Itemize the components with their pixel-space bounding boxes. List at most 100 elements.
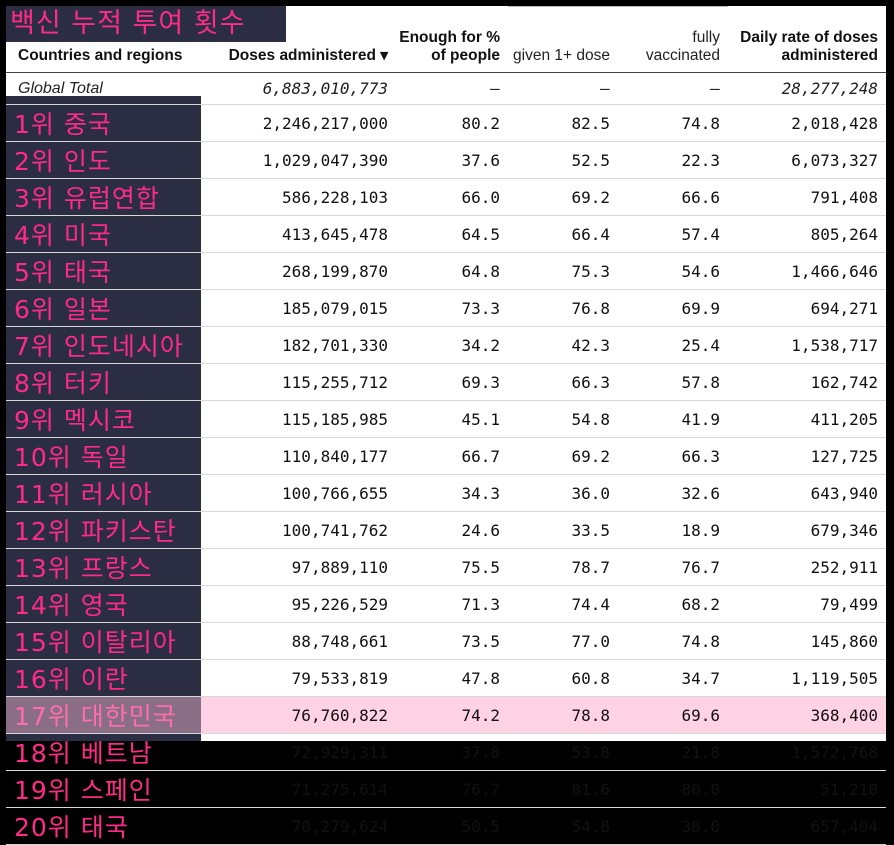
country-label: 17위 대한민국 bbox=[6, 696, 201, 735]
country-label: 12위 파키스탄 bbox=[6, 511, 201, 550]
given-cell: 69.2 bbox=[508, 178, 618, 217]
banner-title: 백신 누적 투여 횟수 bbox=[6, 6, 286, 42]
fully-cell: 69.9 bbox=[618, 289, 728, 328]
daily-cell: 1,119,505 bbox=[728, 659, 886, 698]
doses-cell: 71,275,614 bbox=[201, 770, 396, 809]
table-row: 2위 인도 1,029,047,390 37.6 52.5 22.3 6,073,327 bbox=[6, 141, 886, 180]
global-label: Global Total bbox=[6, 72, 201, 106]
header-daily[interactable]: Daily rate of doses administered bbox=[728, 6, 886, 73]
given-cell: 52.5 bbox=[508, 141, 618, 180]
table-row: 17위 대한민국 76,760,822 74.2 78.8 69.6 368,400 bbox=[6, 696, 886, 735]
doses-cell: 185,079,015 bbox=[201, 289, 396, 328]
daily-cell: 411,205 bbox=[728, 400, 886, 439]
doses-cell: 115,255,712 bbox=[201, 363, 396, 402]
table-row: 20위 태국 70,279,624 50.5 54.8 38.0 657,404 bbox=[6, 807, 886, 845]
enough-cell: 74.2 bbox=[396, 696, 508, 735]
daily-cell: 657,404 bbox=[728, 807, 886, 845]
country-label: 8위 터키 bbox=[6, 363, 201, 402]
header-fully[interactable]: fully vaccinated bbox=[618, 6, 728, 73]
given-cell: 42.3 bbox=[508, 326, 618, 365]
fully-cell: 41.9 bbox=[618, 400, 728, 439]
daily-cell: 79,499 bbox=[728, 585, 886, 624]
country-label: 20위 태국 bbox=[6, 807, 201, 845]
fully-cell: 22.3 bbox=[618, 141, 728, 180]
daily-cell: 679,346 bbox=[728, 511, 886, 550]
table-row: 11위 러시아 100,766,655 34.3 36.0 32.6 643,940 bbox=[6, 474, 886, 513]
daily-cell: 127,725 bbox=[728, 437, 886, 476]
fully-cell: 21.8 bbox=[618, 733, 728, 772]
table-row: 1위 중국 2,246,217,000 80.2 82.5 74.8 2,018,428 bbox=[6, 104, 886, 143]
fully-cell: 18.9 bbox=[618, 511, 728, 550]
global-enough: – bbox=[396, 72, 508, 106]
enough-cell: 80.2 bbox=[396, 104, 508, 143]
given-cell: 82.5 bbox=[508, 104, 618, 143]
enough-cell: 66.0 bbox=[396, 178, 508, 217]
country-label: 7위 인도네시아 bbox=[6, 326, 201, 365]
table-row: 7위 인도네시아 182,701,330 34.2 42.3 25.4 1,538,717 bbox=[6, 326, 886, 365]
fully-cell: 54.6 bbox=[618, 252, 728, 291]
header-enough[interactable]: Enough for % of people bbox=[396, 6, 508, 73]
table-row: 14위 영국 95,226,529 71.3 74.4 68.2 79,499 bbox=[6, 585, 886, 624]
given-cell: 81.6 bbox=[508, 770, 618, 809]
given-cell: 53.8 bbox=[508, 733, 618, 772]
given-cell: 77.0 bbox=[508, 622, 618, 661]
global-fully: – bbox=[618, 72, 728, 106]
doses-cell: 2,246,217,000 bbox=[201, 104, 396, 143]
table-row: 10위 독일 110,840,177 66.7 69.2 66.3 127,725 bbox=[6, 437, 886, 476]
enough-cell: 64.5 bbox=[396, 215, 508, 254]
given-cell: 78.7 bbox=[508, 548, 618, 587]
daily-cell: 51,210 bbox=[728, 770, 886, 809]
country-label: 3위 유럽연합 bbox=[6, 178, 201, 217]
table-row: 15위 이탈리아 88,748,661 73.5 77.0 74.8 145,860 bbox=[6, 622, 886, 661]
given-cell: 66.3 bbox=[508, 363, 618, 402]
given-cell: 60.8 bbox=[508, 659, 618, 698]
daily-cell: 643,940 bbox=[728, 474, 886, 513]
daily-cell: 145,860 bbox=[728, 622, 886, 661]
fully-cell: 25.4 bbox=[618, 326, 728, 365]
country-label: 1위 중국 bbox=[6, 104, 201, 143]
fully-cell: 66.6 bbox=[618, 178, 728, 217]
doses-cell: 100,741,762 bbox=[201, 511, 396, 550]
doses-cell: 100,766,655 bbox=[201, 474, 396, 513]
table-header-row: Countries and regions Doses administered… bbox=[6, 6, 886, 73]
table-row: 4위 미국 413,645,478 64.5 66.4 57.4 805,264 bbox=[6, 215, 886, 254]
table-row: 3위 유럽연합 586,228,103 66.0 69.2 66.6 791,408 bbox=[6, 178, 886, 217]
doses-cell: 268,199,870 bbox=[201, 252, 396, 291]
enough-cell: 64.8 bbox=[396, 252, 508, 291]
enough-cell: 34.3 bbox=[396, 474, 508, 513]
enough-cell: 50.5 bbox=[396, 807, 508, 845]
country-label: 15위 이탈리아 bbox=[6, 622, 201, 661]
fully-cell: 74.8 bbox=[618, 622, 728, 661]
country-label: 4위 미국 bbox=[6, 215, 201, 254]
given-cell: 69.2 bbox=[508, 437, 618, 476]
given-cell: 76.8 bbox=[508, 289, 618, 328]
daily-cell: 694,271 bbox=[728, 289, 886, 328]
doses-cell: 72,929,311 bbox=[201, 733, 396, 772]
doses-cell: 586,228,103 bbox=[201, 178, 396, 217]
country-label: 14위 영국 bbox=[6, 585, 201, 624]
daily-cell: 1,538,717 bbox=[728, 326, 886, 365]
enough-cell: 47.8 bbox=[396, 659, 508, 698]
table-row: 16위 이란 79,533,819 47.8 60.8 34.7 1,119,505 bbox=[6, 659, 886, 698]
daily-cell: 2,018,428 bbox=[728, 104, 886, 143]
enough-cell: 24.6 bbox=[396, 511, 508, 550]
fully-cell: 68.2 bbox=[618, 585, 728, 624]
given-cell: 33.5 bbox=[508, 511, 618, 550]
doses-cell: 115,185,985 bbox=[201, 400, 396, 439]
enough-cell: 37.8 bbox=[396, 733, 508, 772]
fully-cell: 57.4 bbox=[618, 215, 728, 254]
enough-cell: 73.5 bbox=[396, 622, 508, 661]
table-row: 18위 베트남 72,929,311 37.8 53.8 21.8 1,572,768 bbox=[6, 733, 886, 772]
daily-cell: 162,742 bbox=[728, 363, 886, 402]
country-label: 9위 멕시코 bbox=[6, 400, 201, 439]
header-given[interactable]: given 1+ dose bbox=[508, 6, 618, 73]
table-row: 12위 파키스탄 100,741,762 24.6 33.5 18.9 679,346 bbox=[6, 511, 886, 550]
enough-cell: 34.2 bbox=[396, 326, 508, 365]
fully-cell: 80.0 bbox=[618, 770, 728, 809]
given-cell: 78.8 bbox=[508, 696, 618, 735]
enough-cell: 71.3 bbox=[396, 585, 508, 624]
given-cell: 54.8 bbox=[508, 400, 618, 439]
table-row: 19위 스페인 71,275,614 76.7 81.6 80.0 51,210 bbox=[6, 770, 886, 809]
doses-cell: 70,279,624 bbox=[201, 807, 396, 845]
fully-cell: 76.7 bbox=[618, 548, 728, 587]
